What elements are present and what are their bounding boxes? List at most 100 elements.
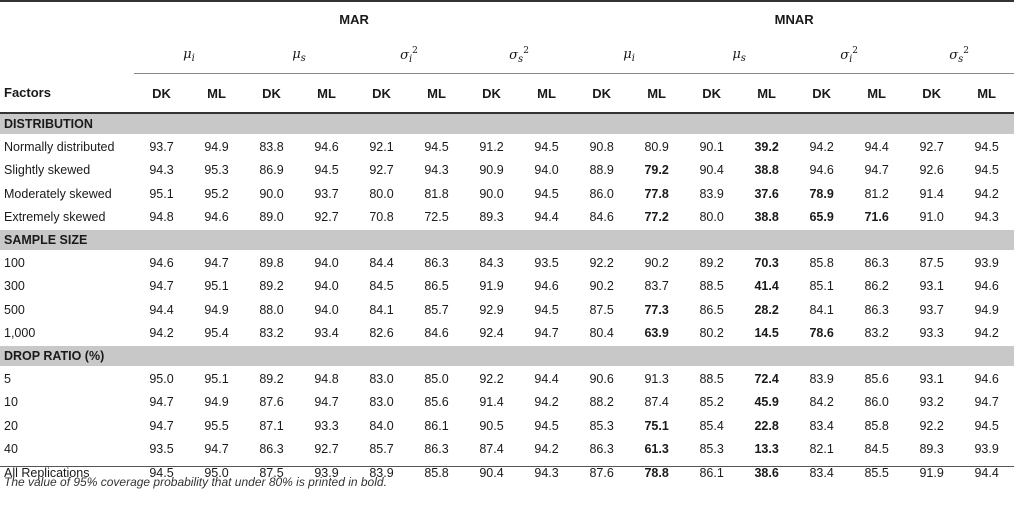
table-cell: 85.3 xyxy=(699,442,724,457)
table-cell: 85.4 xyxy=(699,418,724,433)
table-cell: 71.6 xyxy=(864,210,889,225)
table-cell: 83.2 xyxy=(864,326,889,341)
row-label: 5 xyxy=(4,371,11,386)
row-label: Slightly skewed xyxy=(4,163,91,178)
param-subscript: s xyxy=(518,53,524,65)
table-cell: 94.5 xyxy=(974,163,999,178)
table-cell: 87.4 xyxy=(644,395,669,410)
table-cell: 86.3 xyxy=(424,255,449,270)
table-cell: 28.2 xyxy=(754,302,779,317)
param-symbol: μ xyxy=(183,46,192,62)
table-cell: 94.7 xyxy=(204,255,229,270)
row-label: 1,000 xyxy=(4,326,36,341)
table-cell: 94.3 xyxy=(424,163,449,178)
table-cell: 95.4 xyxy=(204,326,229,341)
table-cell: 84.4 xyxy=(369,255,394,270)
row-label: 10 xyxy=(4,395,18,410)
table-cell: 95.5 xyxy=(204,418,229,433)
table-cell: 94.7 xyxy=(974,395,999,410)
param-subscript: i xyxy=(191,52,195,64)
table-cell: 94.0 xyxy=(314,255,339,270)
param-subscript: i xyxy=(631,52,635,64)
table-cell: 89.8 xyxy=(259,255,284,270)
table-cell: 95.1 xyxy=(204,371,229,386)
param-superscript: 2 xyxy=(852,45,859,56)
table-cell: 89.2 xyxy=(699,255,724,270)
param-symbol: μ xyxy=(623,46,632,62)
table-cell: 79.2 xyxy=(644,163,669,178)
table-cell: 82.6 xyxy=(369,326,394,341)
table-cell: 90.0 xyxy=(479,186,504,201)
table-cell: 95.0 xyxy=(204,465,229,480)
table-cell: 91.9 xyxy=(919,465,944,480)
table-cell: 92.2 xyxy=(919,418,944,433)
table-cell: 93.5 xyxy=(534,255,559,270)
table-cell: 41.4 xyxy=(754,279,779,294)
table-cell: 91.3 xyxy=(644,371,669,386)
param-header: μs xyxy=(684,37,795,74)
table-cell: 87.5 xyxy=(259,465,284,480)
param-superscript: 2 xyxy=(963,45,969,56)
table-row: Normally distributed 93.7 94.9 83.8 94.6 92.1… xyxy=(0,135,1014,159)
table-cell: 38.6 xyxy=(754,465,779,480)
table-cell: 87.6 xyxy=(259,395,284,410)
table-cell: 91.4 xyxy=(919,186,944,201)
table-row: 40 93.5 94.7 86.3 92.7 85.7 86.3 87.4 94.2 86.3 61… xyxy=(0,438,1014,462)
table-cell: 92.1 xyxy=(369,139,394,154)
table-cell: 81.2 xyxy=(864,186,889,201)
table-cell: 84.6 xyxy=(589,210,614,225)
table-cell: 94.7 xyxy=(534,326,559,341)
coverage-probability-table: MAR MNAR μi μs σi2 σs2 μi μs σi2 σs2 Factors DK… xyxy=(0,0,1014,480)
table-cell: 92.4 xyxy=(479,326,504,341)
table-cell: 90.2 xyxy=(644,255,669,270)
table-cell: 94.0 xyxy=(314,279,339,294)
table-cell: 94.5 xyxy=(534,186,559,201)
table-cell: 85.6 xyxy=(424,395,449,410)
method-header: ML xyxy=(959,73,1014,114)
table-cell: 94.4 xyxy=(149,302,174,317)
table-cell: 93.3 xyxy=(314,418,339,433)
table-cell: 82.1 xyxy=(809,442,834,457)
table-cell: 83.2 xyxy=(259,326,284,341)
row-label: 500 xyxy=(4,302,25,317)
table-cell: 94.7 xyxy=(204,442,229,457)
table-cell: 95.3 xyxy=(204,163,229,178)
table-cell: 85.0 xyxy=(424,371,449,386)
table-cell: 93.4 xyxy=(314,326,339,341)
param-symbol: σ xyxy=(509,47,519,63)
table-cell: 92.7 xyxy=(314,210,339,225)
table-cell: 80.0 xyxy=(699,210,724,225)
table-cell: 94.5 xyxy=(314,163,339,178)
table-cell: 83.8 xyxy=(259,139,284,154)
table-cell: 93.9 xyxy=(974,442,999,457)
param-header: σs2 xyxy=(464,37,575,74)
table-cell: 88.5 xyxy=(699,279,724,294)
table-cell: 94.7 xyxy=(314,395,339,410)
table-cell: 87.4 xyxy=(479,442,504,457)
table-cell: 86.0 xyxy=(864,395,889,410)
table-cell: 94.2 xyxy=(534,442,559,457)
param-header: μs xyxy=(244,37,354,74)
table-cell: 90.1 xyxy=(699,139,724,154)
table-cell: 61.3 xyxy=(644,442,669,457)
table-cell: 45.9 xyxy=(754,395,779,410)
table-cell: 94.5 xyxy=(974,139,999,154)
param-header: σi2 xyxy=(794,37,905,74)
table-cell: 84.0 xyxy=(369,418,394,433)
table-cell: 95.0 xyxy=(149,371,174,386)
table-cell: 89.0 xyxy=(259,210,284,225)
factors-header: Factors xyxy=(0,73,134,114)
section-row: DROP RATIO (%) xyxy=(0,345,1014,367)
table-cell: 94.6 xyxy=(534,279,559,294)
row-label: Moderately skewed xyxy=(4,186,112,201)
table-row: Extremely skewed 94.8 94.6 89.0 92.7 70.8 72.5… xyxy=(0,206,1014,230)
table-cell: 93.3 xyxy=(919,326,944,341)
table-cell: 83.9 xyxy=(369,465,394,480)
table-cell: 84.3 xyxy=(479,255,504,270)
section-title: DROP RATIO (%) xyxy=(0,345,1014,367)
group-header-mar: MAR xyxy=(134,0,575,37)
table-cell: 83.7 xyxy=(644,279,669,294)
table-cell: 84.1 xyxy=(369,302,394,317)
table-cell: 95.1 xyxy=(204,279,229,294)
table-cell: 84.5 xyxy=(369,279,394,294)
